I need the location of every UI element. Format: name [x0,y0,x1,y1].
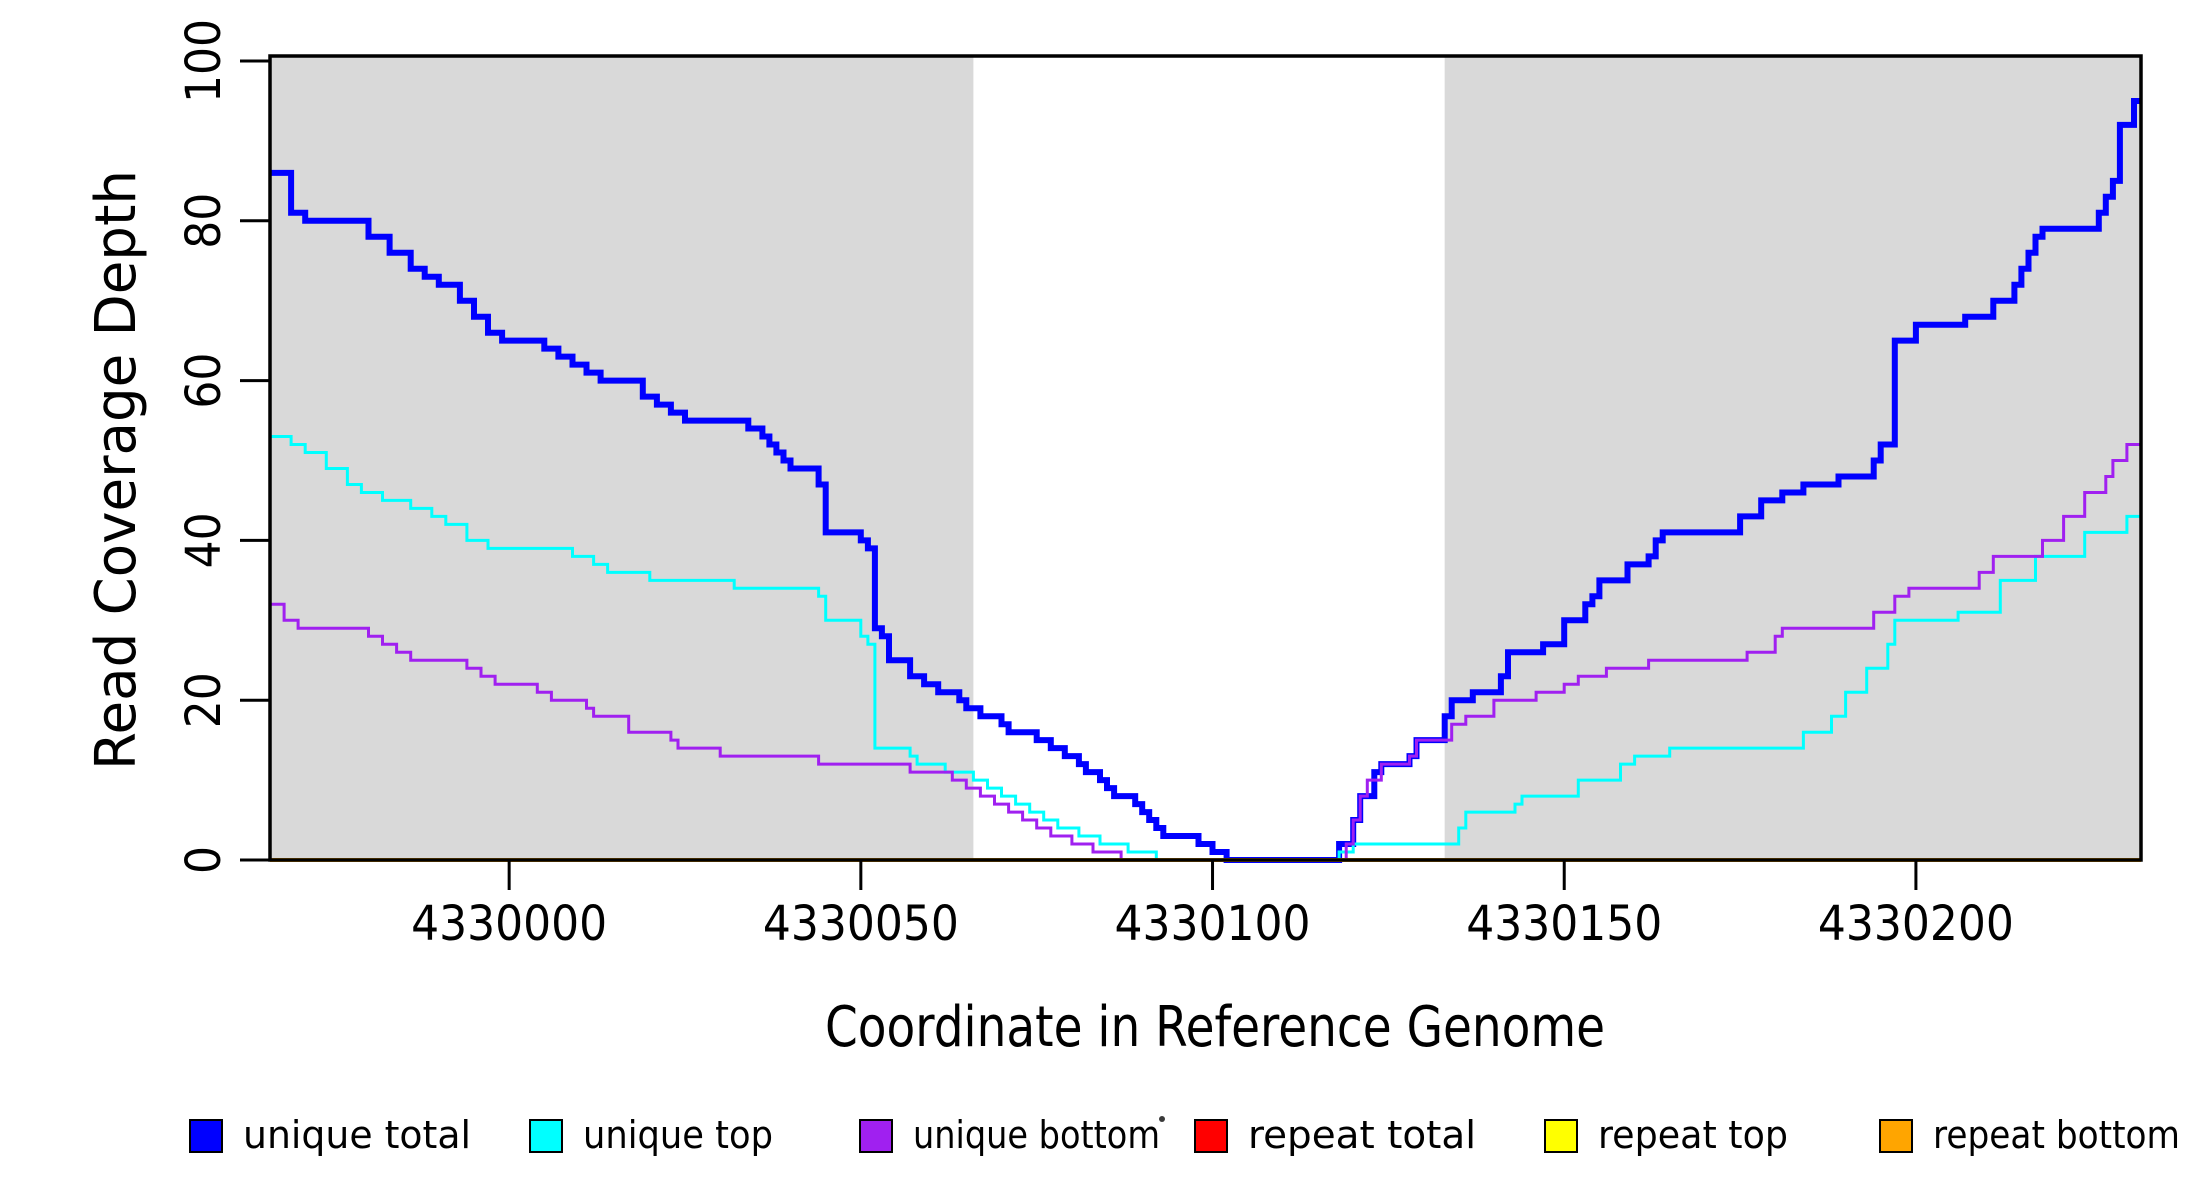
x-tick-label: 4330150 [1466,896,1662,952]
legend-swatch [1194,1119,1228,1153]
y-tick-label: 60 [176,353,232,409]
series-line-unique-top [270,435,2141,862]
x-tick-label: 4330100 [1115,896,1311,952]
x-tick-label: 4330200 [1818,896,2014,952]
legend-swatch [189,1119,223,1153]
legend-swatch [1879,1119,1913,1153]
y-tick-label: 0 [176,846,232,874]
legend-label: unique bottom [913,1113,1160,1157]
legend-item-unique-bottom: unique bottom [859,1113,1160,1157]
legend-item-unique-top: unique top [529,1113,773,1157]
y-tick-label: 40 [176,512,232,568]
x-axis-title: Coordinate in Reference Genome [825,995,1605,1060]
y-tick-label: 20 [176,672,232,728]
y-tick-label: 100 [176,19,232,103]
legend-swatch [1544,1119,1578,1153]
legend-item-repeat-top: repeat top [1544,1113,1788,1157]
legend-swatch [529,1119,563,1153]
legend-item-repeat-bottom: repeat bottom [1879,1113,2180,1157]
legend-item-repeat-total: repeat total [1194,1113,1476,1157]
legend-swatch [859,1119,893,1153]
y-axis-title: Read Coverage Depth [84,170,149,770]
plot-box-border [268,54,2143,862]
legend-item-unique-total: unique total [189,1113,471,1157]
series-line-unique-total [270,98,2141,863]
right-gray-region [1444,56,2141,860]
series-line-unique-bottom [270,443,2141,862]
legend-label: repeat top [1598,1113,1788,1157]
legend: unique total unique top unique bottom repea… [189,1113,2180,1157]
legend-label: unique total [243,1113,471,1157]
legend-label: repeat bottom [1933,1113,2180,1157]
left-gray-region [270,56,974,860]
shaded-regions [270,56,2141,860]
y-tick-label: 80 [176,193,232,249]
y-axis: 0 20 40 60 80 100 [176,19,270,874]
x-axis: 4330000 4330050 4330100 4330150 4330200 [411,860,2014,952]
x-tick-label: 4330050 [763,896,959,952]
stray-dot [1159,1116,1165,1122]
plot-box [268,54,2143,862]
legend-label: unique top [583,1113,773,1157]
x-tick-label: 4330000 [411,896,607,952]
legend-label: repeat total [1248,1113,1476,1157]
